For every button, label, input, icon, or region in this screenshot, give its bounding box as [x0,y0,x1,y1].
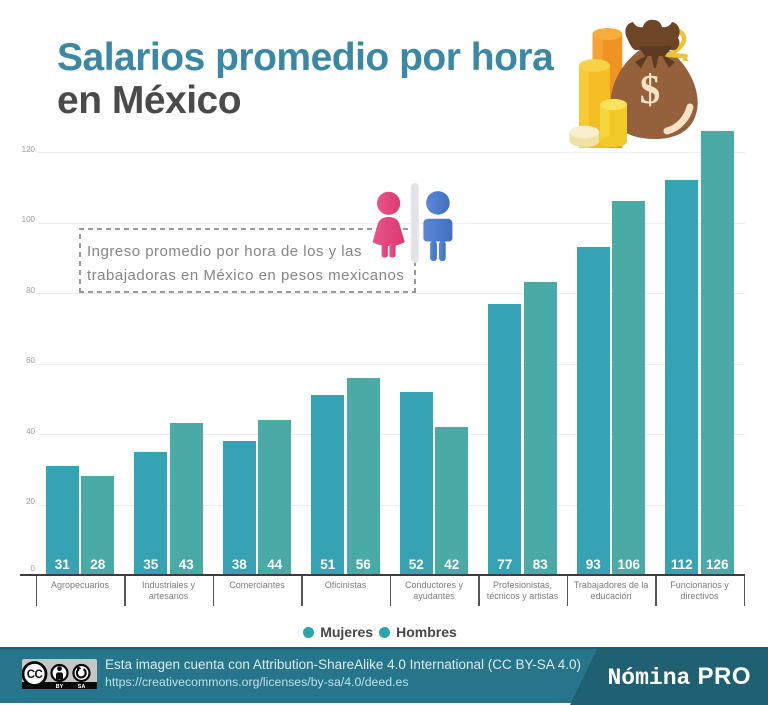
svg-text:$: $ [640,66,661,112]
svg-text:CC: CC [27,669,43,681]
svg-text:SA: SA [78,684,86,689]
svg-text:BY: BY [56,684,64,689]
